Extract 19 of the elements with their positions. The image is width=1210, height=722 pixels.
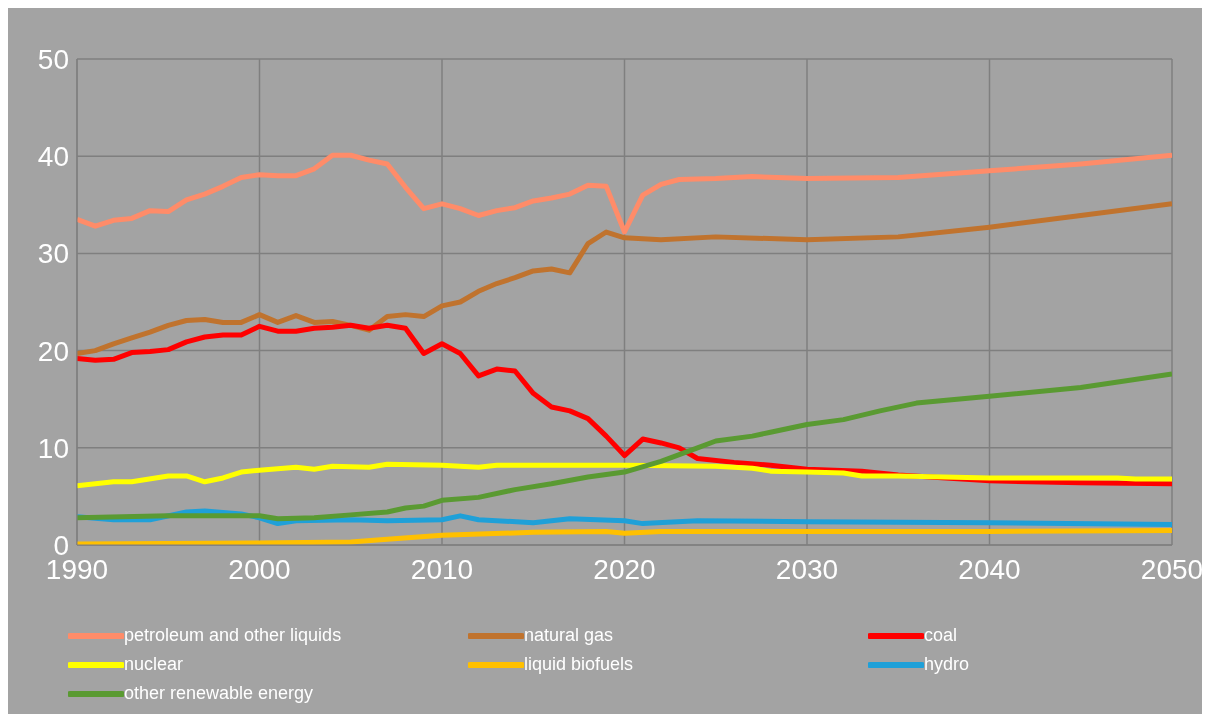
legend-label: coal bbox=[924, 625, 958, 646]
x-tick-label: 2000 bbox=[228, 553, 291, 585]
x-tick-label: 2030 bbox=[775, 553, 839, 585]
x-tick-label: 2010 bbox=[410, 553, 474, 585]
y-tick-label: 0 bbox=[53, 529, 69, 561]
legend-label: other renewable energy bbox=[124, 683, 314, 704]
x-tick-label: 2050 bbox=[1140, 553, 1204, 585]
y-tick-label: 10 bbox=[37, 432, 69, 464]
x-tick-label: 2020 bbox=[593, 553, 656, 585]
legend-label: nuclear bbox=[124, 654, 184, 675]
legend-label: petroleum and other liquids bbox=[124, 625, 342, 646]
y-tick-label: 20 bbox=[37, 335, 69, 367]
x-tick-label: 2040 bbox=[958, 553, 1021, 585]
y-tick-label: 40 bbox=[37, 141, 69, 173]
legend-label: hydro bbox=[924, 654, 970, 675]
y-tick-label: 30 bbox=[37, 238, 69, 270]
legend-label: liquid biofuels bbox=[524, 654, 634, 675]
y-tick-label: 50 bbox=[37, 43, 69, 75]
legend-label: natural gas bbox=[524, 625, 614, 646]
